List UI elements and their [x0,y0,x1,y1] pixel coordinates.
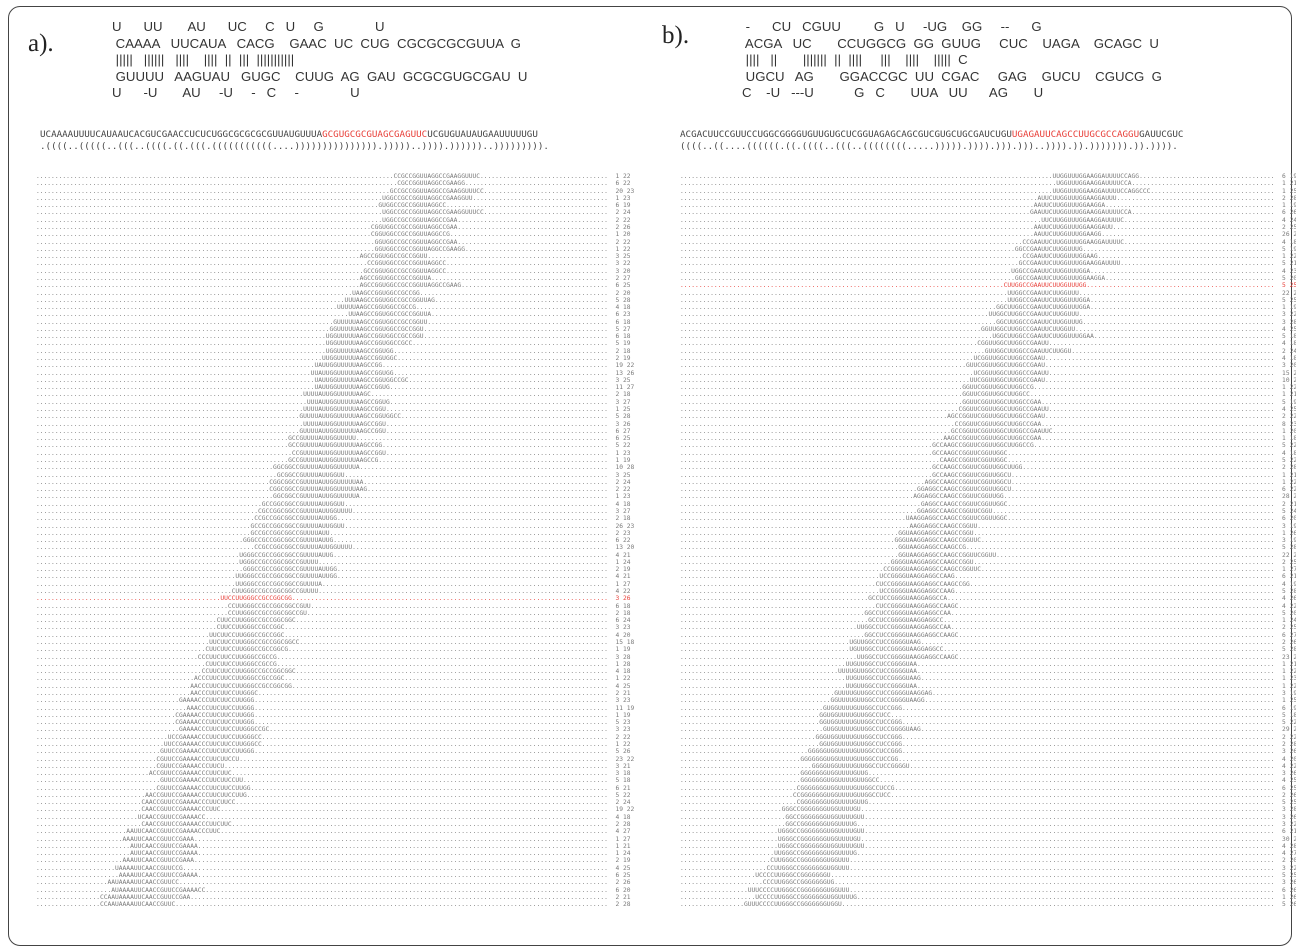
hp-b-line-3: UGCU AG GGACCGC UU CGAC GAG GUCU CGUCG G [742,68,1162,84]
hp-a-line-4: U -U AU -U - C - U [112,85,360,101]
panel-b: b). - CU CGUU G U -UG GG -- G ACGA UC CC… [648,0,1296,916]
panel-a-label: a). [28,30,54,57]
panel-a: a). U UU AU UC C U G U CAAAA UUCAUA CACG… [0,0,648,916]
hp-a-line-0: U UU AU UC C U G U [112,19,385,34]
hp-b-line-2: |||| || ||||||| || |||| ||| |||| ||||| C [742,52,968,68]
read-row-highlight: ........................................… [36,595,631,603]
panel-a-sequence: UCAAAAUUUUCAUAAUCACGUCGAACCUCUCUGGCGCGCG… [40,129,538,140]
hp-a-line-1: CAAAA UUCAUA CACG GAAC UC CUG CGCGCGCGUU… [112,35,521,51]
panel-a-hairpin: U UU AU UC C U G U CAAAA UUCAUA CACG GAA… [112,19,527,102]
panel-b-sequence: ACGACUUCCGUUCCUGGCGGGGUGUUGUGCUCGGUAGAGC… [680,129,1184,140]
hp-b-line-0: - CU CGUU G U -UG GG -- G [742,19,1042,34]
read-row-highlight: ........................................… [680,282,1296,290]
hp-a-line-2: ||||| |||||| |||| |||| || ||| ||||||||||… [112,52,295,68]
hp-a-line-3: GUUUU AAGUAU GUGC CUUG AG GAU GCGCGUGCGA… [112,68,528,84]
panel-a-reads: ........................................… [36,173,635,909]
mirna-highlight: GCGUGCGCGUAGCGAGUUC [322,129,428,140]
panel-b-structure: ((((..((....((((((.((.((((..(((..(((((((… [680,141,1178,152]
hp-b-line-4: C -U ---U G C UUA UU AG U [742,85,1044,101]
panel-b-hairpin: - CU CGUU G U -UG GG -- G ACGA UC CCUGGC… [742,19,1162,102]
panel-a-structure: .((((..(((((..(((..((((.((.(((.(((((((((… [40,141,549,152]
panel-b-label: b). [662,22,690,49]
mirna-highlight: UGAGAUUCAGCCUUGCGCCAGGU [1011,129,1140,140]
hp-b-line-1: ACGA UC CCUGGCG GG GUUG CUC UAGA GCAGC U [742,35,1159,51]
panel-b-reads: ........................................… [680,173,1296,909]
